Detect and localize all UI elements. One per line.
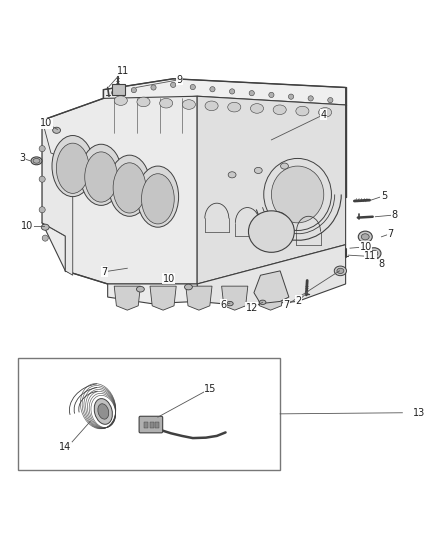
Circle shape xyxy=(39,176,45,182)
Polygon shape xyxy=(42,120,73,275)
Ellipse shape xyxy=(254,167,262,174)
Ellipse shape xyxy=(85,152,117,202)
Circle shape xyxy=(328,98,333,103)
Ellipse shape xyxy=(205,101,218,111)
Ellipse shape xyxy=(113,163,146,213)
Text: 11: 11 xyxy=(117,66,129,76)
Ellipse shape xyxy=(81,144,122,205)
Ellipse shape xyxy=(367,248,381,259)
Text: 5: 5 xyxy=(381,191,387,201)
Ellipse shape xyxy=(182,100,195,109)
Polygon shape xyxy=(150,286,176,310)
Text: 2: 2 xyxy=(295,296,302,305)
Ellipse shape xyxy=(226,302,233,306)
Ellipse shape xyxy=(137,97,150,107)
Ellipse shape xyxy=(370,251,378,256)
Ellipse shape xyxy=(248,211,294,252)
Ellipse shape xyxy=(137,286,145,292)
Bar xyxy=(18,358,280,470)
Text: 11: 11 xyxy=(364,252,377,262)
Polygon shape xyxy=(103,79,346,105)
Ellipse shape xyxy=(273,105,286,115)
Circle shape xyxy=(210,87,215,92)
Ellipse shape xyxy=(31,157,42,165)
Ellipse shape xyxy=(98,403,109,419)
Circle shape xyxy=(151,85,156,90)
Bar xyxy=(144,422,148,428)
Text: 10: 10 xyxy=(21,221,33,231)
Ellipse shape xyxy=(33,158,40,163)
Polygon shape xyxy=(42,99,103,223)
Ellipse shape xyxy=(296,106,309,116)
Circle shape xyxy=(39,146,45,152)
Text: 3: 3 xyxy=(19,153,25,163)
Polygon shape xyxy=(197,245,346,306)
Ellipse shape xyxy=(228,102,241,112)
Ellipse shape xyxy=(53,127,60,133)
Text: 10: 10 xyxy=(40,118,53,128)
Ellipse shape xyxy=(337,268,344,273)
Text: 8: 8 xyxy=(378,260,385,269)
Circle shape xyxy=(230,89,235,94)
Ellipse shape xyxy=(272,166,324,223)
Polygon shape xyxy=(186,286,212,310)
Polygon shape xyxy=(222,286,248,310)
Ellipse shape xyxy=(52,135,93,197)
Circle shape xyxy=(249,91,254,96)
Ellipse shape xyxy=(41,224,49,230)
Text: 7: 7 xyxy=(102,266,108,277)
Polygon shape xyxy=(258,286,284,310)
Circle shape xyxy=(131,87,137,93)
Ellipse shape xyxy=(137,166,179,227)
Ellipse shape xyxy=(281,163,288,169)
Ellipse shape xyxy=(57,143,89,193)
Polygon shape xyxy=(114,286,141,310)
Ellipse shape xyxy=(109,155,150,216)
Bar xyxy=(112,84,125,95)
Text: 6: 6 xyxy=(220,300,226,310)
Circle shape xyxy=(288,94,293,99)
Ellipse shape xyxy=(159,99,173,108)
Bar xyxy=(150,422,153,428)
Circle shape xyxy=(39,207,45,213)
Polygon shape xyxy=(197,96,346,284)
Text: 7: 7 xyxy=(283,300,290,310)
Ellipse shape xyxy=(114,96,127,106)
Text: 7: 7 xyxy=(387,229,393,239)
Text: 8: 8 xyxy=(392,210,398,220)
Text: 14: 14 xyxy=(59,442,71,453)
Polygon shape xyxy=(42,96,197,284)
Ellipse shape xyxy=(358,231,372,243)
Polygon shape xyxy=(254,271,289,304)
Circle shape xyxy=(269,92,274,98)
Polygon shape xyxy=(108,284,197,304)
Ellipse shape xyxy=(264,158,332,230)
Ellipse shape xyxy=(251,103,264,113)
Text: 12: 12 xyxy=(246,303,258,312)
Circle shape xyxy=(112,90,117,95)
Circle shape xyxy=(170,82,176,87)
Text: 9: 9 xyxy=(177,75,183,85)
Ellipse shape xyxy=(184,284,192,290)
Ellipse shape xyxy=(361,234,369,240)
Circle shape xyxy=(42,235,48,241)
Ellipse shape xyxy=(318,108,332,117)
Bar xyxy=(155,422,159,428)
Circle shape xyxy=(190,84,195,90)
Ellipse shape xyxy=(94,399,113,424)
FancyBboxPatch shape xyxy=(139,416,162,433)
Text: 4: 4 xyxy=(321,110,327,119)
Circle shape xyxy=(308,96,313,101)
Text: 15: 15 xyxy=(204,384,216,394)
Ellipse shape xyxy=(228,172,236,178)
Text: 10: 10 xyxy=(360,242,372,252)
Text: 13: 13 xyxy=(413,408,425,418)
Ellipse shape xyxy=(259,300,266,304)
Text: 10: 10 xyxy=(162,274,175,284)
Ellipse shape xyxy=(141,174,174,224)
Ellipse shape xyxy=(334,266,346,276)
